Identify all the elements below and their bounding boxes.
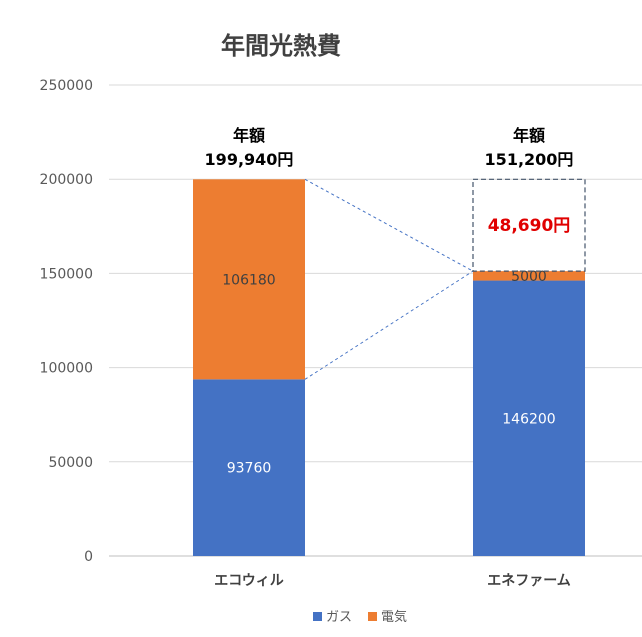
chart-title: 年間光熱費 [221,32,341,60]
difference-box [472,178,586,272]
y-tick-label: 0 [84,549,93,565]
data-label: 106180 [222,272,275,288]
difference-annotation: 48,690円 [488,216,571,236]
data-label: 93760 [227,461,272,477]
total-value-annotation: 151,200円 [485,150,574,169]
x-category-label: エネファーム [487,573,571,589]
total-title-annotation: 年額 [513,126,545,145]
y-tick-label: 100000 [40,361,93,377]
legend-label: 電気 [381,609,407,625]
x-category-label: エコウィル [214,573,283,589]
bar-electric [193,179,305,380]
data-label: 5000 [511,269,547,285]
y-tick-label: 200000 [40,172,93,188]
legend-swatch [313,612,322,621]
data-label: 146200 [502,411,555,427]
legend-label: ガス [326,610,352,625]
y-tick-label: 250000 [40,78,93,94]
connector-line-top [304,178,474,272]
total-title-annotation: 年額 [233,126,265,145]
total-value-annotation: 199,940円 [205,150,294,169]
connector-line-bottom [304,270,474,380]
y-tick-label: 150000 [40,266,93,282]
bar-gas [193,379,305,556]
legend-swatch [368,612,377,621]
y-tick-label: 50000 [48,455,93,471]
bar-electric [473,271,585,281]
bar-gas [473,280,585,556]
